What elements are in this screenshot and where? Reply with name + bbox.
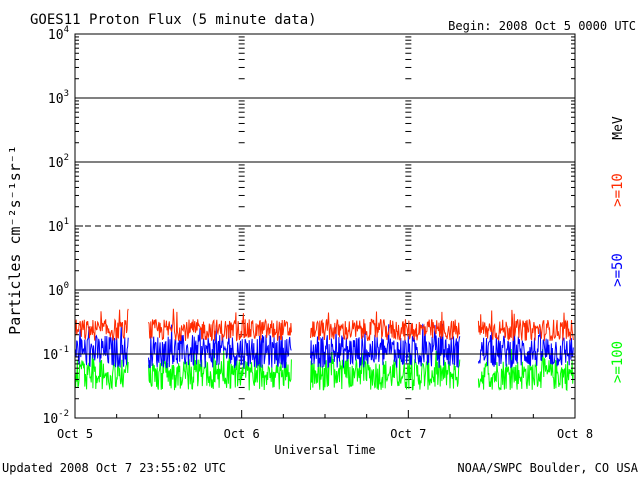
legend-entry: >=10	[610, 173, 626, 207]
updated-label: Updated 2008 Oct 7 23:55:02 UTC	[2, 461, 226, 475]
threshold-lines	[75, 97, 575, 291]
y-tick-label: 101	[48, 217, 69, 235]
y-tick-label: 104	[48, 25, 69, 43]
x-tick-label: Oct 8	[557, 427, 593, 441]
begin-label: Begin: 2008 Oct 5 0000 UTC	[448, 19, 636, 33]
series-line	[74, 348, 574, 392]
legend-unit-label: MeV	[611, 116, 626, 140]
legend: >=100 >=50 >=10 MeV	[610, 116, 626, 383]
series-line	[74, 308, 574, 342]
y-axis: 10-2 10-1 100 101 102 103 104	[43, 25, 575, 427]
y-tick-label: 103	[48, 89, 69, 107]
legend-entry: >=100	[610, 341, 626, 383]
legend-entry: >=50	[610, 253, 626, 287]
y-tick-label: 10-2	[43, 409, 70, 427]
x-axis: Oct 5 Oct 6 Oct 7 Oct 8	[57, 410, 593, 441]
x-tick-label: Oct 7	[390, 427, 426, 441]
source-label: NOAA/SWPC Boulder, CO USA	[457, 461, 638, 475]
x-tick-label: Oct 6	[224, 427, 260, 441]
y-tick-label: 10-1	[43, 345, 70, 363]
x-axis-label: Universal Time	[274, 443, 375, 457]
series-layer	[74, 308, 575, 392]
y-axis-label: Particles cm⁻²s⁻¹sr⁻¹	[6, 145, 24, 335]
y-tick-label: 100	[48, 281, 69, 299]
chart-title: GOES11 Proton Flux (5 minute data)	[30, 12, 317, 28]
y-tick-label: 102	[48, 153, 69, 171]
x-tick-label: Oct 5	[57, 427, 93, 441]
series-line	[74, 323, 574, 369]
